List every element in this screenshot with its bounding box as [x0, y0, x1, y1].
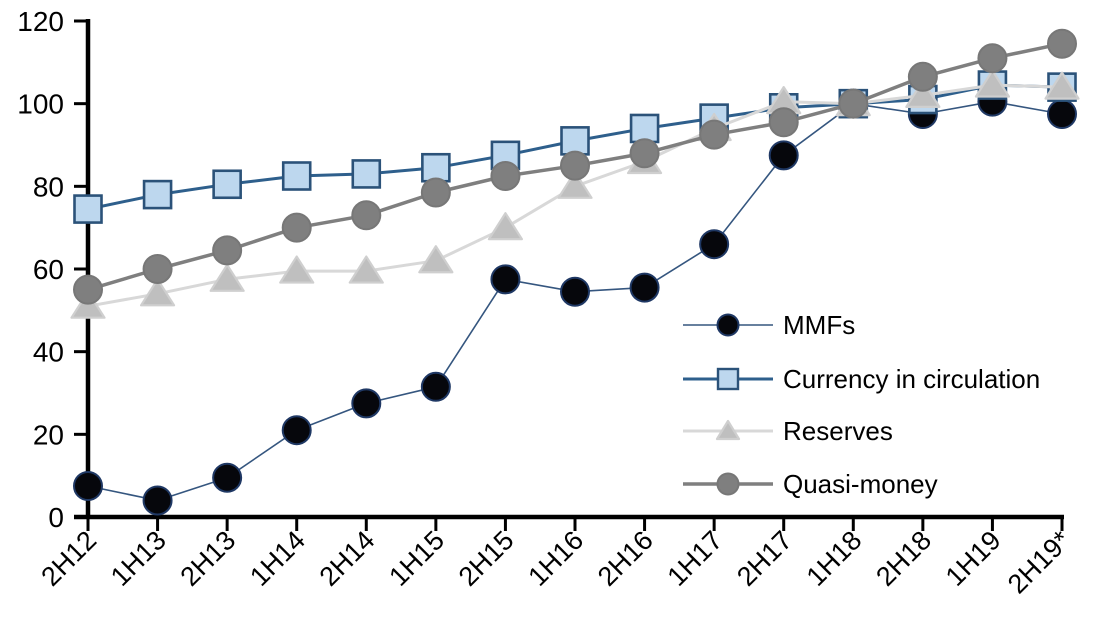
series-mmfs-marker: [560, 276, 590, 307]
series-reserves-marker: [557, 170, 593, 199]
x-axis-tick-label: 2H17: [731, 525, 798, 592]
series-quasi-money-marker: [907, 61, 938, 92]
legend: MMFs Currency in circulation Reserves Quasi…: [683, 310, 1040, 499]
series-quasi-money-marker: [490, 161, 521, 191]
y-axis-tick-label: 40: [33, 337, 64, 368]
series-currency-in-circulation-marker: [421, 152, 451, 183]
series-quasi-money-marker: [768, 107, 799, 138]
y-axis-tick-label: 120: [17, 6, 64, 37]
x-axis-tick-label: 2H18: [870, 525, 937, 592]
series-quasi-money-marker: [142, 254, 173, 284]
series-currency-in-circulation-marker: [142, 179, 173, 210]
series-mmfs-marker: [281, 415, 312, 446]
legend-item-reserves: Reserves: [683, 416, 893, 446]
x-axis-tick-label: 2H13: [175, 525, 242, 592]
y-axis-tick-label: 20: [33, 419, 64, 450]
legend-item-mmfs: MMFs: [683, 310, 855, 340]
series-currency-in-circulation-marker: [560, 126, 590, 156]
series-currency-in-circulation-marker: [281, 161, 312, 191]
series-quasi-money-marker: [838, 88, 869, 119]
series-mmfs-marker: [1047, 99, 1077, 129]
x-axis-tick-label: 2H12: [35, 525, 102, 592]
series-mmfs-marker: [716, 313, 740, 337]
series-reserves-marker: [905, 79, 941, 109]
x-axis-tick-label: 1H19: [940, 525, 1007, 592]
series-mmfs-marker: [768, 140, 799, 171]
series-quasi-money-marker: [1047, 28, 1077, 59]
y-axis-tick-label: 100: [17, 89, 64, 120]
x-axis-tick-label: 1H18: [801, 525, 868, 592]
series-quasi-money-marker: [699, 119, 730, 150]
series-currency-in-circulation-marker: [716, 367, 740, 391]
x-axis-tick-label: 1H17: [662, 525, 729, 592]
series-quasi-money-marker: [420, 177, 451, 208]
series-reserves-marker: [974, 69, 1011, 98]
series-mmfs-marker: [420, 371, 451, 402]
series-currency-in-circulation-marker: [629, 113, 660, 144]
series-mmfs-marker: [73, 471, 103, 501]
y-axis-tick-label: 60: [33, 254, 64, 285]
legend-label: Reserves: [783, 416, 893, 446]
x-axis-tick-label: 2H19*: [1002, 525, 1077, 600]
series-mmfs-marker: [351, 388, 382, 419]
series-quasi-money-marker: [629, 138, 660, 169]
legend-label: MMFs: [783, 310, 855, 340]
series-reserves-marker: [139, 278, 176, 307]
legend-label: Currency in circulation: [783, 364, 1040, 394]
series-mmfs-marker: [629, 272, 660, 303]
series-mmfs-marker: [212, 462, 243, 493]
series-mmfs-marker: [490, 264, 521, 295]
x-axis-tick-label: 2H14: [314, 525, 381, 592]
x-axis-tick-label: 1H14: [244, 525, 311, 592]
series-quasi-money-marker: [716, 472, 740, 496]
series-quasi-money-marker: [351, 200, 382, 231]
series-quasi-money-marker: [212, 235, 243, 266]
series-reserves-marker: [418, 245, 454, 274]
series-quasi-money-marker: [281, 212, 312, 243]
x-axis-tick-label: 1H13: [105, 525, 172, 592]
series-quasi-money-marker: [560, 150, 590, 181]
y-axis-tick-label: 80: [33, 171, 64, 202]
series-reserves-marker: [487, 212, 524, 241]
series-quasi-money-marker: [977, 43, 1008, 74]
x-axis-tick-label: 1H16: [522, 525, 589, 592]
x-axis-tick-label: 1H15: [383, 525, 450, 592]
legend-label: Quasi-money: [783, 469, 938, 499]
series-reserves-marker: [715, 419, 741, 441]
y-axis-tick-label: 0: [48, 502, 64, 533]
series-mmfs-marker: [699, 229, 730, 260]
series-quasi-money-marker: [73, 274, 103, 305]
series-reserves-marker: [1044, 71, 1080, 100]
legend-item-currency-in-circulation: Currency in circulation: [683, 364, 1040, 394]
series-currency-in-circulation-marker: [351, 159, 382, 189]
series-currency-in-circulation-marker: [212, 169, 242, 200]
x-axis-tick-label: 2H15: [453, 525, 520, 592]
series-reserves-marker: [70, 290, 106, 319]
series-mmfs-marker: [142, 485, 173, 516]
x-axis-tick-label: 2H16: [592, 525, 659, 592]
series-reserves-marker: [348, 255, 384, 284]
series-reserves-marker: [209, 263, 245, 292]
series-currency-in-circulation-marker: [73, 194, 103, 224]
series-reserves-marker: [279, 255, 315, 284]
